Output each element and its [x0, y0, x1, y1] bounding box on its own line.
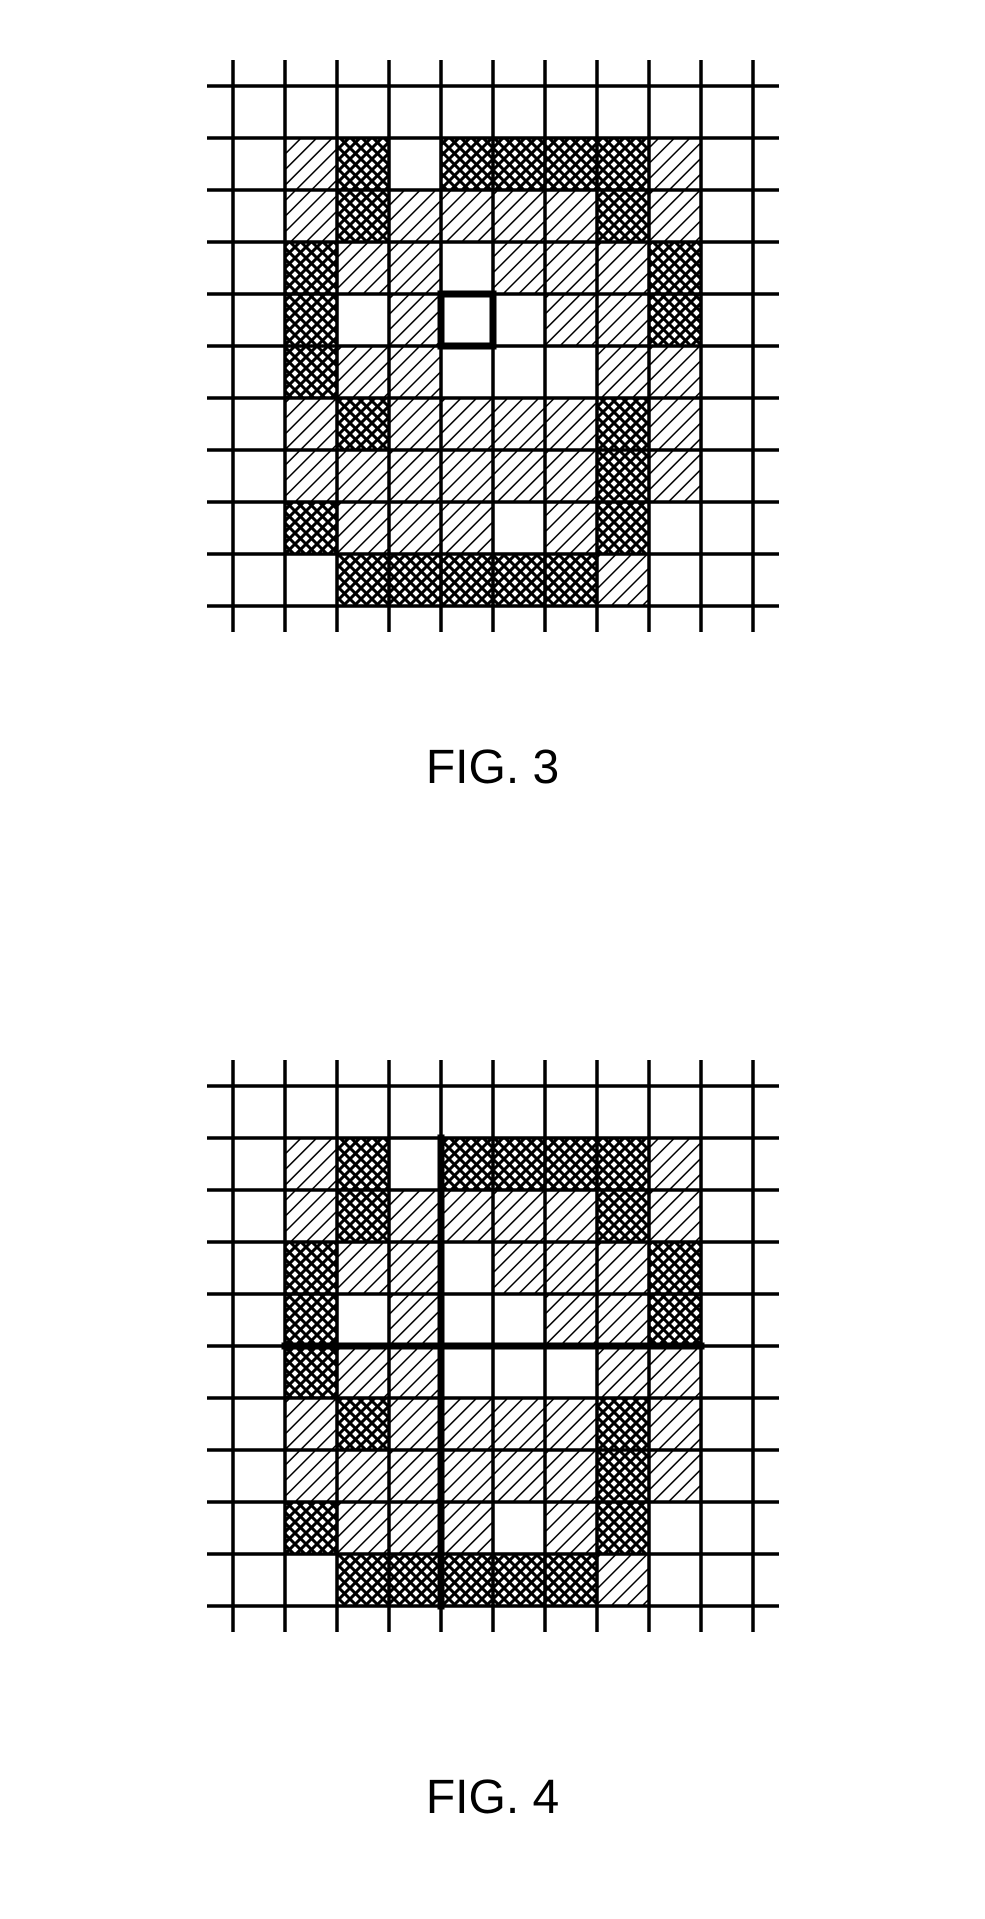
- fig3-svg: [207, 60, 779, 632]
- fig4-caption: FIG. 4: [426, 1770, 559, 1825]
- fig3-grid: [207, 60, 779, 637]
- fig4-grid: [207, 1060, 779, 1637]
- fig3-caption: FIG. 3: [426, 740, 559, 795]
- fig4-svg: [207, 1060, 779, 1632]
